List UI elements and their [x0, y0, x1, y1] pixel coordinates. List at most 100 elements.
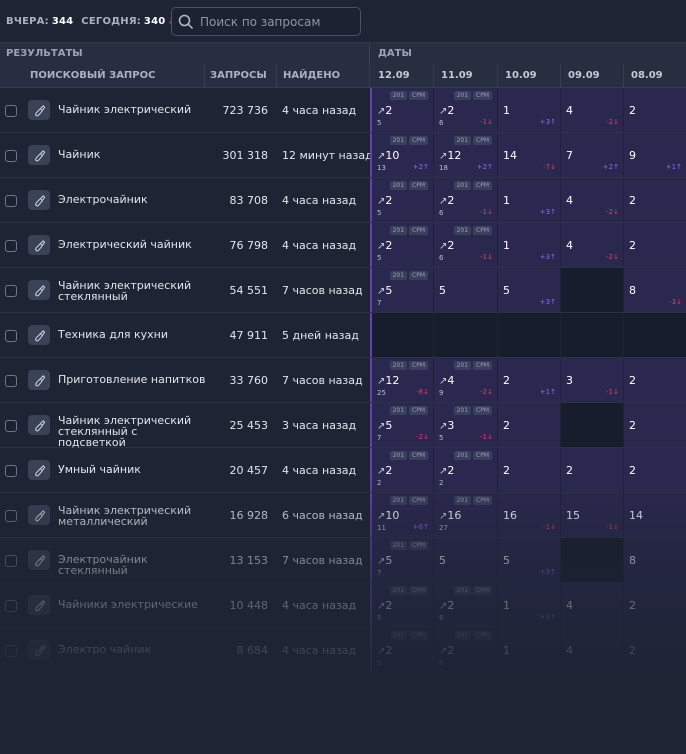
date-cell: 201 CPM ↗2 5 [370, 628, 433, 672]
date-cell: 201 CPM ↗5 7 [370, 538, 433, 582]
position-value: ↗5 [377, 554, 393, 567]
kettle-icon[interactable] [28, 550, 50, 570]
arrow-icon: ↗ [377, 241, 386, 252]
row-checkbox[interactable] [5, 150, 17, 162]
row-checkbox[interactable] [5, 195, 17, 207]
date-cell: 2 [624, 178, 686, 222]
position-value: ↗2 [377, 104, 393, 117]
row-checkbox[interactable] [5, 600, 17, 612]
found-time: 3 часа назад [282, 419, 357, 432]
row-checkbox[interactable] [5, 645, 17, 657]
table-row[interactable]: Электрический чайник 76 798 4 часа назад 20… [0, 223, 686, 268]
row-checkbox[interactable] [5, 375, 17, 387]
table-row[interactable]: Электрочайник 83 708 4 часа назад 201 CPM ↗2 5… [0, 178, 686, 223]
kettle-icon[interactable] [28, 415, 50, 435]
found-time: 5 дней назад [282, 329, 359, 342]
position-delta: -1↓ [606, 523, 619, 531]
column-header-date[interactable]: 12.09 [378, 70, 410, 81]
position-value: ↗2 [439, 104, 455, 117]
previous-position: 5 [377, 119, 382, 127]
position-value: 2 [629, 374, 636, 387]
kettle-icon[interactable] [28, 640, 50, 660]
date-cell: 201 CPM ↗2 6 -1↓ [434, 178, 497, 222]
query-text[interactable]: Техника для кухни [58, 328, 168, 341]
position-value: 2 [629, 464, 636, 477]
query-text[interactable]: Электрочайник [58, 193, 148, 206]
column-header-date[interactable]: 09.09 [568, 70, 600, 81]
date-cell: 201 CPM ↗2 6 [434, 628, 497, 672]
table-row[interactable]: Чайники электрические 10 448 4 часа назад 2… [0, 583, 686, 628]
position-delta: -7↓ [543, 163, 556, 171]
kettle-icon[interactable] [28, 145, 50, 165]
query-text[interactable]: Чайники электрические [58, 598, 198, 611]
query-volume: 301 318 [222, 149, 269, 162]
row-checkbox[interactable] [5, 105, 17, 117]
query-text[interactable]: Приготовление напитков [58, 373, 206, 386]
table-row[interactable]: Чайник электрический 723 736 4 часа назад 2… [0, 88, 686, 133]
date-cell: 201 CPM ↗2 5 [370, 583, 433, 627]
kettle-icon[interactable] [28, 505, 50, 525]
search-input[interactable] [200, 14, 360, 29]
search-box[interactable] [171, 7, 361, 36]
cpm-badges: 201 CPM [453, 361, 492, 370]
column-header-found[interactable]: НАЙДЕНО [283, 70, 341, 81]
position-delta: +3↑ [539, 208, 556, 216]
column-header-volume[interactable]: ЗАПРОСЫ [210, 70, 267, 81]
cpm-badges: 201 CPM [389, 631, 428, 640]
table-row[interactable]: Умный чайник 20 457 4 часа назад 201 CPM ↗2 2 2… [0, 448, 686, 493]
query-text[interactable]: Умный чайник [58, 463, 141, 476]
column-header-date[interactable]: 10.09 [505, 70, 537, 81]
query-text[interactable]: Электрочайник стеклянный [58, 553, 148, 577]
query-text[interactable]: Чайник электрический стеклянный [58, 279, 192, 303]
kettle-icon[interactable] [28, 190, 50, 210]
kettle-icon[interactable] [28, 235, 50, 255]
position-value: ↗12 [377, 374, 400, 387]
date-cell: 2 [561, 448, 623, 492]
position-value: 7 [566, 149, 573, 162]
column-header-date[interactable]: 08.09 [631, 70, 663, 81]
row-checkbox[interactable] [5, 330, 17, 342]
position-value: 1 [503, 194, 510, 207]
query-text[interactable]: Чайник электрический металлический [58, 504, 192, 528]
column-header-date[interactable]: 11.09 [441, 70, 473, 81]
row-checkbox[interactable] [5, 420, 17, 432]
query-text[interactable]: Чайник электрический [58, 103, 192, 116]
query-volume: 33 760 [229, 374, 269, 387]
kettle-icon[interactable] [28, 100, 50, 120]
cpm-badges: 201 CPM [453, 451, 492, 460]
previous-position: 11 [377, 524, 386, 532]
row-checkbox[interactable] [5, 555, 17, 567]
table-row[interactable]: Чайник 301 318 12 минут назад 201 CPM ↗10 13 +2… [0, 133, 686, 178]
kettle-icon[interactable] [28, 595, 50, 615]
table-row[interactable]: Электрочайник стеклянный 13 153 7 часов на… [0, 538, 686, 583]
query-text[interactable]: Чайник [58, 148, 101, 161]
position-value: ↗12 [439, 149, 462, 162]
position-value: 2 [629, 644, 636, 657]
table-row[interactable]: Электро чайник 8 684 4 часа назад 201 CPM ↗2 5… [0, 628, 686, 673]
kettle-icon[interactable] [28, 370, 50, 390]
date-cell: 201 CPM ↗2 6 -1↓ [434, 88, 497, 132]
query-text[interactable]: Электро чайник [58, 643, 152, 656]
table-row[interactable]: Чайник электрический стеклянный 54 551 7 ч… [0, 268, 686, 313]
position-value: 2 [503, 374, 510, 387]
row-checkbox[interactable] [5, 510, 17, 522]
row-checkbox[interactable] [5, 285, 17, 297]
table-row[interactable]: Чайник электрический стеклянный с подсве… [0, 403, 686, 448]
position-delta: -1↓ [606, 388, 619, 396]
position-value: ↗5 [377, 419, 393, 432]
position-value: 2 [629, 104, 636, 117]
table-row[interactable]: Приготовление напитков 33 760 7 часов наза… [0, 358, 686, 403]
table-row[interactable]: Техника для кухни 47 911 5 дней назад [0, 313, 686, 358]
query-text[interactable]: Чайник электрический стеклянный с подсве… [58, 414, 192, 449]
row-checkbox[interactable] [5, 240, 17, 252]
table-row[interactable]: Чайник электрический металлический 16 928… [0, 493, 686, 538]
row-checkbox[interactable] [5, 465, 17, 477]
cpm-badges: 201 CPM [453, 181, 492, 190]
kettle-icon[interactable] [28, 325, 50, 345]
date-cell [561, 403, 623, 447]
query-text[interactable]: Электрический чайник [58, 238, 192, 251]
kettle-icon[interactable] [28, 460, 50, 480]
kettle-icon[interactable] [28, 280, 50, 300]
column-header-query[interactable]: ПОИСКОВЫЙ ЗАПРОС [30, 70, 156, 81]
